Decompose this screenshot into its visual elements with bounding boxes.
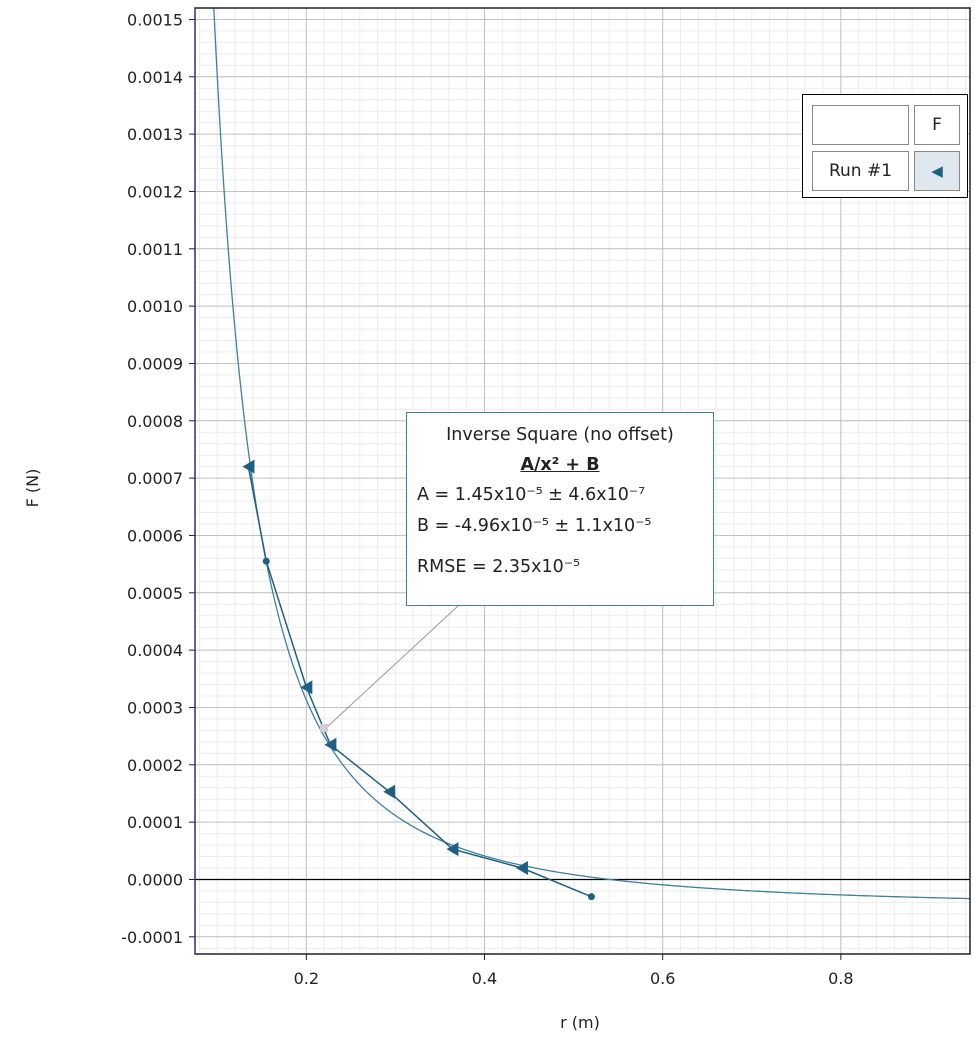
data-point[interactable] <box>324 737 337 752</box>
y-tick-label: 0.0013 <box>127 125 183 144</box>
x-tick-label: 0.6 <box>650 969 675 988</box>
fit-rmse: RMSE = 2.35x10⁻⁵ <box>417 557 581 577</box>
x-axis-ticks: 0.2 0.4 0.6 0.8 <box>294 954 854 988</box>
data-point[interactable] <box>383 784 396 799</box>
fit-title: Inverse Square (no offset) <box>446 425 674 445</box>
y-tick-label: 0.0008 <box>127 412 183 431</box>
y-tick-label: 0.0014 <box>127 68 183 87</box>
y-tick-label: 0.0002 <box>127 756 183 775</box>
y-tick-label: 0.0009 <box>127 354 183 373</box>
data-point[interactable] <box>262 557 270 565</box>
y-tick-label: 0.0005 <box>127 584 183 603</box>
legend: F Run #1 ◀ <box>802 94 968 198</box>
legend-header-blank <box>812 105 909 145</box>
y-tick-label: 0.0010 <box>127 297 183 316</box>
data-point[interactable] <box>242 459 255 474</box>
x-axis-label: r (m) <box>560 1013 600 1032</box>
y-axis-label: F (N) <box>23 469 42 508</box>
x-tick-label: 0.8 <box>828 969 853 988</box>
fit-equation: A/x² + B <box>520 455 600 475</box>
legend-header-label: F <box>914 105 960 145</box>
y-tick-label: 0.0003 <box>127 698 183 717</box>
fit-param-a: A = 1.45x10⁻⁵ ± 4.6x10⁻⁷ <box>417 485 646 505</box>
fit-leader-handle[interactable] <box>320 724 328 732</box>
y-tick-label: -0.0001 <box>121 928 183 947</box>
y-tick-label: 0.0012 <box>127 182 183 201</box>
fit-leader-line <box>325 605 459 729</box>
y-tick-label: 0.0000 <box>127 870 183 889</box>
data-point[interactable] <box>300 680 313 695</box>
fit-param-b: B = -4.96x10⁻⁵ ± 1.1x10⁻⁵ <box>417 516 652 536</box>
y-axis-ticks: -0.0001 0.0000 0.0001 0.0002 0.0003 0.0004 0.0… <box>121 10 195 947</box>
y-tick-label: 0.0001 <box>127 813 183 832</box>
x-tick-label: 0.4 <box>472 969 497 988</box>
y-tick-label: 0.0011 <box>127 240 183 259</box>
legend-run-label[interactable]: Run #1 <box>812 151 909 191</box>
curve-fit-box[interactable]: Inverse Square (no offset) A/x² + B A = … <box>406 412 714 606</box>
legend-run-symbol-icon[interactable]: ◀ <box>914 151 960 191</box>
y-tick-label: 0.0006 <box>127 526 183 545</box>
fit-curve <box>213 7 970 900</box>
data-line <box>247 466 592 898</box>
data-point[interactable] <box>515 861 528 875</box>
data-point[interactable] <box>446 842 459 857</box>
data-markers <box>242 459 595 901</box>
data-point[interactable] <box>587 893 595 901</box>
y-tick-label: 0.0007 <box>127 469 183 488</box>
x-tick-label: 0.2 <box>294 969 319 988</box>
y-tick-label: 0.0015 <box>127 10 183 29</box>
y-tick-label: 0.0004 <box>127 641 183 660</box>
